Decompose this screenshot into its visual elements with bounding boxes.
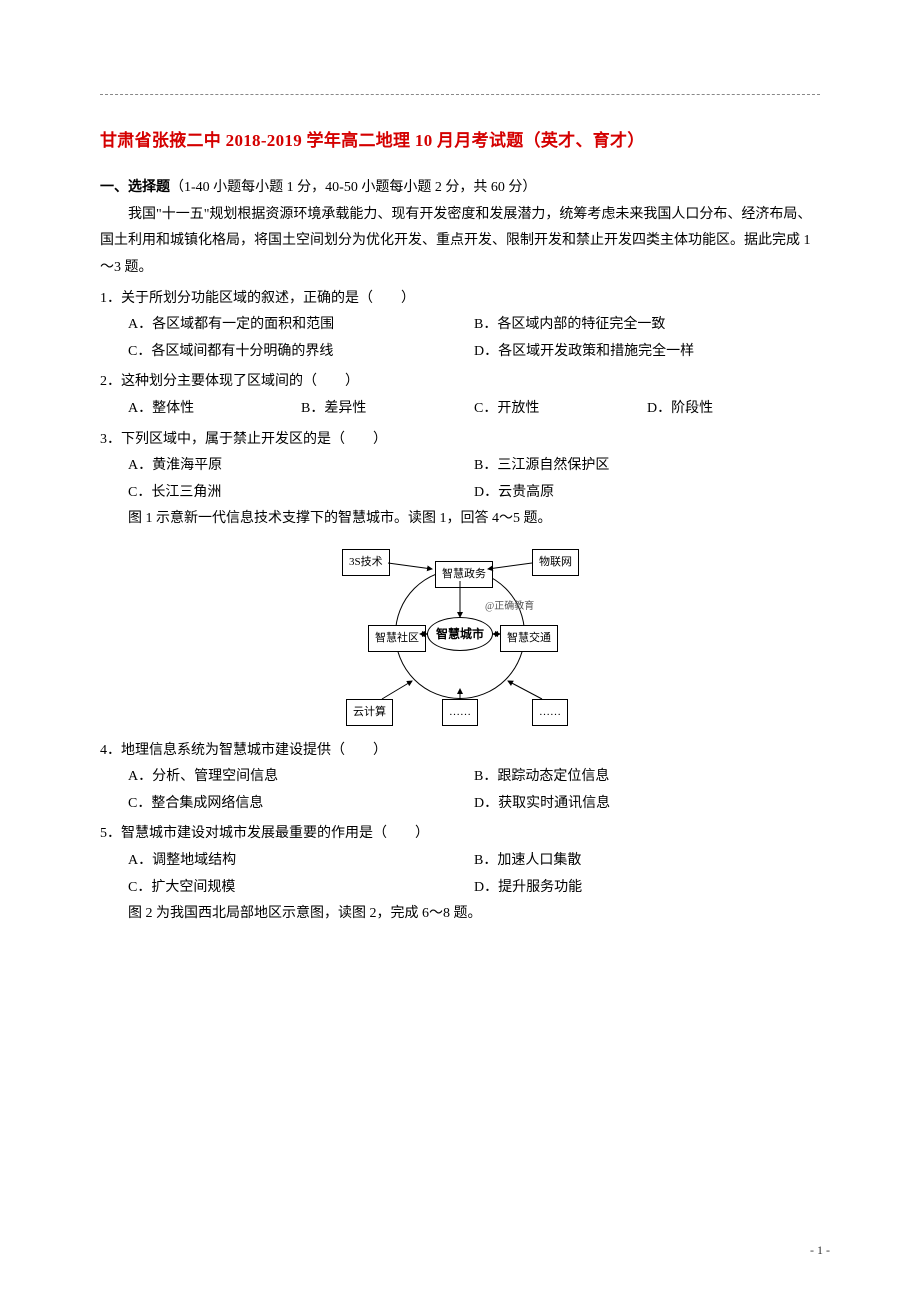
fig1-bot-right-node: ……	[532, 699, 568, 726]
fig1-bot-left-node: 云计算	[346, 699, 393, 726]
fig1-bot-mid-node: ……	[442, 699, 478, 726]
q4-option-d: D．获取实时通讯信息	[474, 791, 820, 818]
section-heading-line: 一、选择题（1-40 小题每小题 1 分，40-50 小题每小题 2 分，共 6…	[100, 175, 820, 202]
fig2-intro: 图 2 为我国西北局部地区示意图，读图 2，完成 6～8 题。	[100, 901, 820, 928]
q2-option-c: C．开放性	[474, 396, 647, 423]
fig1-intro: 图 1 示意新一代信息技术支撑下的智慧城市。读图 1，回答 4～5 题。	[100, 506, 820, 533]
q3-option-b: B．三江源自然保护区	[474, 453, 820, 480]
q5-option-d: D．提升服务功能	[474, 875, 820, 902]
q3-option-d: D．云贵高原	[474, 480, 820, 507]
intro-paragraph-1: 我国"十一五"规划根据资源环境承载能力、现有开发密度和发展潜力，统筹考虑未来我国…	[100, 202, 820, 282]
q1-option-b: B．各区域内部的特征完全一致	[474, 312, 820, 339]
section-tail: （1-40 小题每小题 1 分，40-50 小题每小题 2 分，共 60 分）	[170, 180, 536, 195]
document-title: 甘肃省张掖二中 2018-2019 学年高二地理 10 月月考试题（英才、育才）	[100, 125, 820, 157]
fig1-top-right-node: 物联网	[532, 549, 579, 576]
section-heading: 一、选择题	[100, 180, 170, 195]
q2-stem: 2．这种划分主要体现了区域间的（ ）	[100, 369, 820, 396]
q5-stem: 5．智慧城市建设对城市发展最重要的作用是（ ）	[100, 821, 820, 848]
q1-option-c: C．各区域间都有十分明确的界线	[128, 339, 474, 366]
page-number: - 1 -	[810, 1239, 830, 1262]
fig1-top-left-node: 3S技术	[342, 549, 390, 576]
q3-option-a: A．黄淮海平原	[128, 453, 474, 480]
top-dashed-rule	[100, 94, 820, 95]
figure-1: 智慧城市 智慧政务 智慧社区 智慧交通 3S技术 物联网 云计算 …… …… @…	[100, 541, 820, 732]
q4-option-c: C．整合集成网络信息	[128, 791, 474, 818]
fig1-top-node: 智慧政务	[435, 561, 493, 588]
q4-option-a: A．分析、管理空间信息	[128, 764, 474, 791]
q1-option-a: A．各区域都有一定的面积和范围	[128, 312, 474, 339]
fig1-right-mid-node: 智慧交通	[500, 625, 558, 652]
q2-option-b: B．差异性	[301, 396, 474, 423]
fig1-left-mid-node: 智慧社区	[368, 625, 426, 652]
q5-option-c: C．扩大空间规模	[128, 875, 474, 902]
q4-option-b: B．跟踪动态定位信息	[474, 764, 820, 791]
q5-option-a: A．调整地域结构	[128, 848, 474, 875]
fig1-watermark: @正确教育	[485, 597, 534, 616]
q2-option-d: D．阶段性	[647, 396, 820, 423]
q1-stem: 1．关于所划分功能区域的叙述，正确的是（ ）	[100, 286, 820, 313]
q2-option-a: A．整体性	[128, 396, 301, 423]
q1-option-d: D．各区域开发政策和措施完全一样	[474, 339, 820, 366]
q3-option-c: C．长江三角洲	[128, 480, 474, 507]
fig1-center-node: 智慧城市	[427, 617, 493, 651]
q3-stem: 3．下列区域中，属于禁止开发区的是（ ）	[100, 427, 820, 454]
q5-option-b: B．加速人口集散	[474, 848, 820, 875]
q4-stem: 4．地理信息系统为智慧城市建设提供（ ）	[100, 738, 820, 765]
